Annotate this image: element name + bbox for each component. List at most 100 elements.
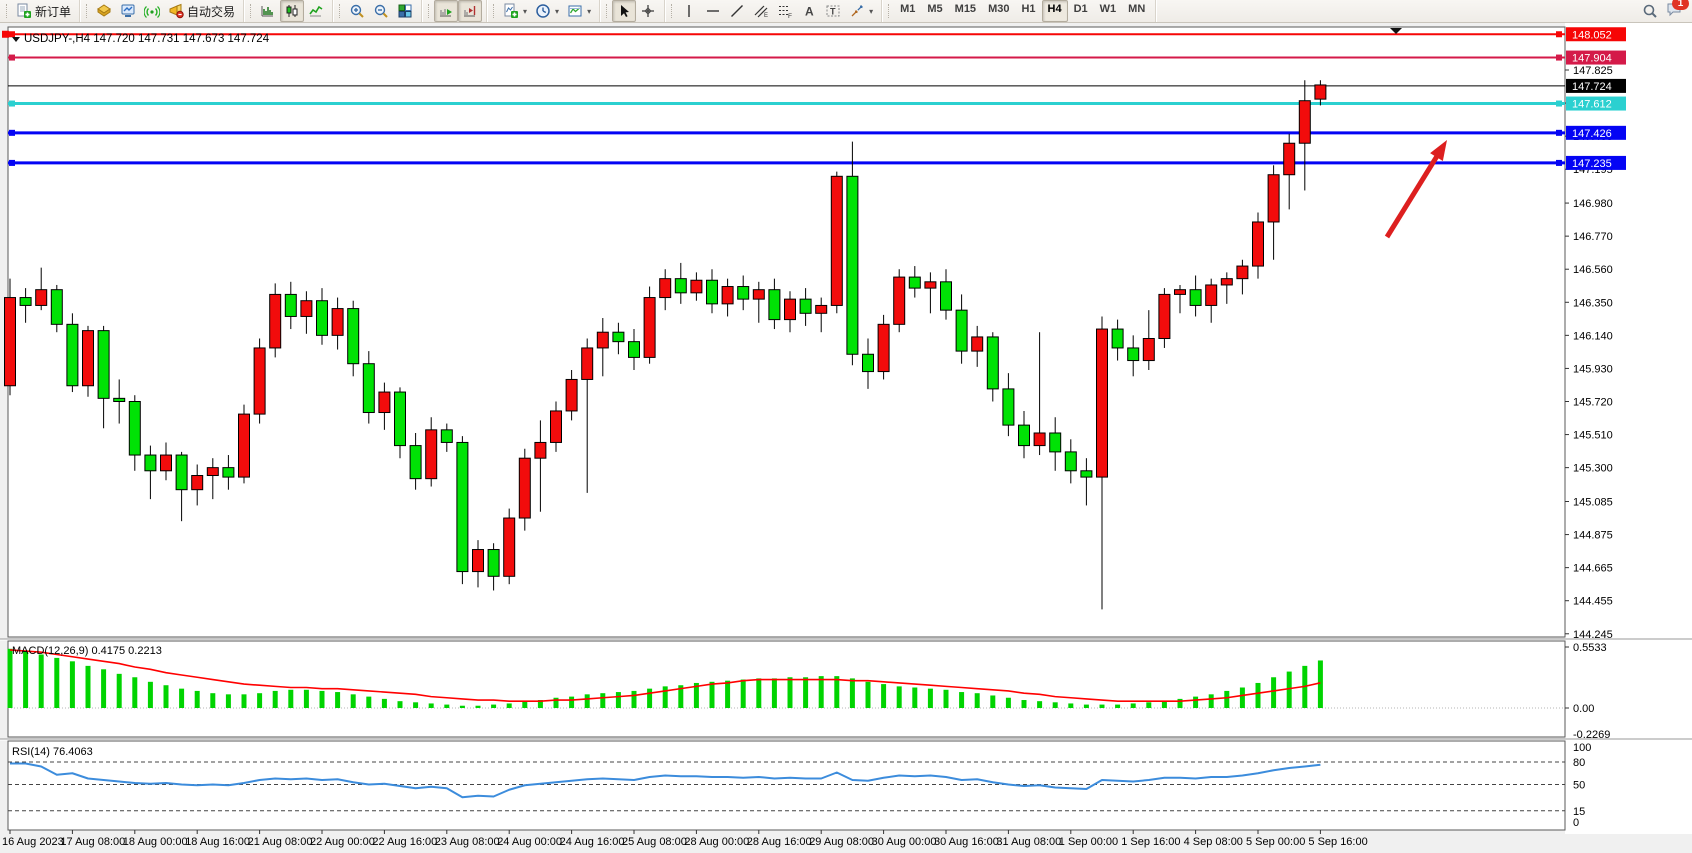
price-tick-label: 146.770 <box>1573 231 1613 243</box>
zoom-in-button[interactable] <box>345 0 369 22</box>
bar-chart-button[interactable] <box>256 0 280 22</box>
candle <box>971 336 984 352</box>
chart-shift-marker[interactable] <box>1390 28 1402 34</box>
signal-button[interactable] <box>140 0 164 22</box>
price-tag <box>1566 96 1626 111</box>
candle <box>503 517 516 577</box>
line-handle[interactable] <box>9 159 15 166</box>
price-tick-label: 146.350 <box>1573 297 1613 309</box>
candle <box>986 336 999 390</box>
fibonacci-icon: F <box>779 6 792 19</box>
hline-button[interactable] <box>701 0 725 22</box>
price-tag-label: 147.612 <box>1572 99 1612 111</box>
candle <box>66 323 79 387</box>
trendline-button[interactable] <box>725 0 749 22</box>
macd-panel[interactable] <box>7 640 1566 738</box>
rsi-scale-label: 15 <box>1573 806 1585 818</box>
notifications-button[interactable]: 1 <box>1666 0 1689 22</box>
autotrade-button[interactable]: 自动交易 <box>164 0 239 22</box>
price-tick-label: 146.560 <box>1573 264 1613 276</box>
auto-scroll-button[interactable] <box>434 0 459 22</box>
toolbar-grip[interactable] <box>493 4 497 18</box>
line-handle[interactable] <box>9 31 15 38</box>
label-button[interactable]: T <box>821 0 845 22</box>
line-handle[interactable] <box>9 129 15 136</box>
time-tick-label: 24 Aug 00:00 <box>497 836 562 848</box>
timeframe-button-m15[interactable]: M15 <box>954 3 977 15</box>
toolbar-group-1: 自动交易 <box>80 0 245 22</box>
timeframe-button-d1[interactable]: D1 <box>1073 3 1088 15</box>
toolbar-grip[interactable] <box>86 4 90 18</box>
candle <box>1049 432 1062 453</box>
line-handle[interactable] <box>9 100 15 107</box>
macd-histogram <box>7 648 1323 708</box>
line-handle[interactable] <box>1556 31 1562 38</box>
tile-windows-icon <box>398 4 412 18</box>
candle <box>206 467 219 477</box>
crosshair-button[interactable] <box>636 0 660 22</box>
bar-chart-icon <box>261 6 274 17</box>
candlestick-button[interactable] <box>280 0 305 22</box>
arrow-annotation-shaft[interactable] <box>1384 152 1441 239</box>
line-handle[interactable] <box>1556 129 1562 136</box>
rsi-label: RSI(14) 76.4063 <box>12 746 93 758</box>
toolbar-grip[interactable] <box>428 4 432 18</box>
autotrade-label: 自动交易 <box>187 4 236 19</box>
candle <box>409 445 422 480</box>
period-button[interactable]: ▾ <box>531 0 563 22</box>
toolbar-grip[interactable] <box>888 4 892 18</box>
zoom-out-button[interactable] <box>369 0 393 22</box>
timeframe-button-w1[interactable]: W1 <box>1099 3 1117 15</box>
timeframe-button-m5[interactable]: M5 <box>927 3 943 15</box>
arrow-annotation-head[interactable] <box>1430 140 1447 161</box>
svg-text:F: F <box>788 13 792 19</box>
price-tag-label: 148.052 <box>1572 29 1612 41</box>
search-icon[interactable] <box>1642 3 1658 19</box>
rsi-panel[interactable] <box>7 740 1566 831</box>
price-tag <box>1566 125 1626 140</box>
timeframe-button-m30[interactable]: M30 <box>988 3 1010 15</box>
candle <box>846 175 859 355</box>
line-handle[interactable] <box>1556 100 1562 107</box>
toolbar-grip[interactable] <box>339 4 343 18</box>
main-chart-panel[interactable] <box>7 26 1566 638</box>
line-chart-button[interactable] <box>304 0 328 22</box>
rsi-scale-label: 0 <box>1573 817 1579 829</box>
candles-layer[interactable] <box>4 80 1327 610</box>
toolbar-grip[interactable] <box>671 4 675 18</box>
toolbar: 新订单 自动交易 ▾ ▾ ▾ E F A T ▾ M1 M5 M15 M30 H1 H4 D1 W1 MN 1 <box>0 0 1692 23</box>
candle <box>1236 265 1249 280</box>
cursor-button[interactable] <box>612 0 637 22</box>
line-handle[interactable] <box>1556 159 1562 166</box>
shapes-button[interactable]: ▾ <box>845 0 877 22</box>
new-chart-button[interactable]: ▾ <box>499 0 531 22</box>
text-button[interactable]: A <box>797 0 821 22</box>
chevron-down-icon: ▾ <box>555 6 560 16</box>
line-handle[interactable] <box>1556 54 1562 61</box>
new-order-button[interactable]: 新订单 <box>12 0 75 22</box>
chevron-down-icon: ▾ <box>523 6 528 16</box>
toolbar-grip[interactable] <box>606 4 610 18</box>
timeframe-button-h1[interactable]: H1 <box>1021 3 1036 15</box>
candle <box>596 331 609 349</box>
toolbar-grip[interactable] <box>250 4 254 18</box>
candle <box>362 363 375 414</box>
line-handle[interactable] <box>9 54 15 61</box>
line-handle[interactable] <box>2 30 9 38</box>
template-button[interactable]: ▾ <box>563 0 595 22</box>
channel-button[interactable]: E <box>749 0 773 22</box>
chart-shift-button[interactable] <box>458 0 483 22</box>
time-tick-label: 4 Sep 08:00 <box>1184 836 1243 848</box>
toolbar-grip[interactable] <box>6 4 10 18</box>
timeframe-button-mn[interactable]: MN <box>1128 3 1146 15</box>
tile-windows-button[interactable] <box>393 0 417 22</box>
wizard-button[interactable] <box>92 0 116 22</box>
timeframe-button-h4[interactable]: H4 <box>1041 0 1068 22</box>
fibonacci-button[interactable]: F <box>773 0 797 22</box>
hline-icon <box>707 10 720 12</box>
price-tag <box>1566 50 1626 65</box>
vline-button[interactable] <box>677 0 701 22</box>
timeframe-button-m1[interactable]: M1 <box>900 3 916 15</box>
terminal-button[interactable] <box>116 0 140 22</box>
